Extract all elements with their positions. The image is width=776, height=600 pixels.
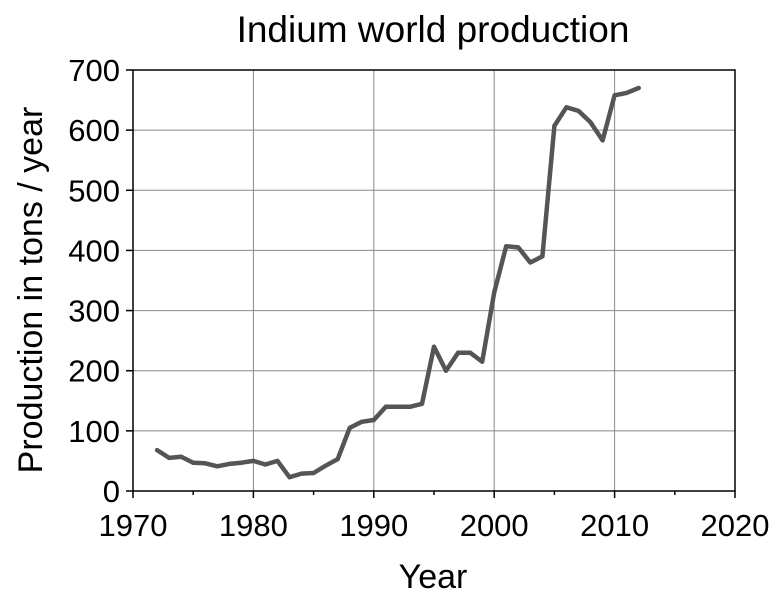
data-point: [552, 123, 557, 128]
data-point: [419, 401, 424, 406]
y-tick-label: 700: [68, 53, 120, 88]
y-tick-label: 200: [68, 354, 120, 389]
data-point: [624, 90, 629, 95]
data-point: [636, 86, 641, 91]
data-point: [359, 419, 364, 424]
y-tick-label: 300: [68, 294, 120, 329]
data-point: [323, 463, 328, 468]
plot-frame: [132, 69, 736, 492]
data-point: [347, 425, 352, 430]
data-point: [540, 254, 545, 259]
data-point: [383, 404, 388, 409]
data-point: [564, 105, 569, 110]
data-point: [528, 260, 533, 265]
y-axis-label: Production in tons / year: [12, 107, 50, 474]
chart-title: Indium world production: [237, 9, 630, 50]
data-point: [215, 464, 220, 469]
data-point: [468, 350, 473, 355]
y-tick-labels: 0 100 200 300 400 500 600 700: [68, 53, 120, 509]
data-point: [203, 461, 208, 466]
data-points: [155, 86, 641, 480]
data-point: [275, 458, 280, 463]
data-point: [456, 350, 461, 355]
axis-ticks: [126, 69, 736, 498]
y-tick-label: 400: [68, 233, 120, 268]
series-line: [154, 85, 641, 480]
data-point: [395, 404, 400, 409]
data-point: [191, 460, 196, 465]
data-point: [444, 368, 449, 373]
y-tick-label: 100: [68, 414, 120, 449]
data-point: [600, 138, 605, 143]
x-tick-label: 2000: [460, 508, 529, 543]
data-point: [371, 418, 376, 423]
data-point: [299, 471, 304, 476]
data-point: [432, 344, 436, 349]
data-point: [480, 359, 485, 364]
y-tick-label: 500: [68, 173, 120, 208]
data-point: [576, 108, 581, 113]
data-point: [335, 457, 340, 462]
x-tick-label: 1990: [339, 508, 408, 543]
data-point: [227, 461, 232, 466]
data-point: [516, 245, 521, 250]
x-tick-label: 2010: [580, 508, 649, 543]
data-point: [167, 455, 172, 460]
data-point: [588, 120, 593, 125]
data-point: [251, 458, 256, 463]
x-tick-label: 2020: [701, 508, 770, 543]
data-point: [612, 93, 617, 98]
data-point: [407, 404, 412, 409]
data-point: [504, 244, 509, 249]
data-point: [179, 454, 184, 459]
y-tick-label: 0: [103, 474, 120, 509]
y-tick-label: 600: [68, 113, 120, 148]
x-tick-label: 1980: [219, 508, 288, 543]
data-point: [311, 470, 316, 475]
x-tick-label: 1970: [99, 508, 168, 543]
data-point: [155, 448, 160, 453]
data-point: [263, 462, 268, 467]
grid: [133, 70, 735, 491]
data-point: [492, 290, 497, 295]
data-point: [287, 475, 292, 480]
x-axis-label: Year: [399, 558, 468, 596]
x-tick-labels: 1970 1980 1990 2000 2010 2020: [99, 508, 770, 543]
data-point: [239, 460, 244, 465]
